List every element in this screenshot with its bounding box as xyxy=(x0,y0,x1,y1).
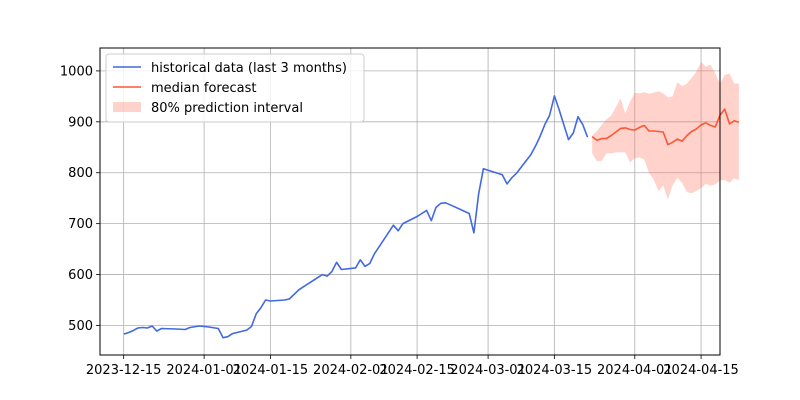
legend-box xyxy=(105,53,365,123)
y-tick-label: 900 xyxy=(68,115,93,130)
legend-swatch-interval xyxy=(113,102,141,112)
x-tick-label: 2024-03-15 xyxy=(517,363,593,378)
legend-label-historical: historical data (last 3 months) xyxy=(151,61,347,76)
legend: historical data (last 3 months) median f… xyxy=(105,53,365,123)
x-tick-label: 2023-12-15 xyxy=(86,363,162,378)
x-tick-label: 2024-01-15 xyxy=(233,363,309,378)
series-lines xyxy=(123,95,740,339)
historical-data-line xyxy=(123,95,589,339)
legend-label-median: median forecast xyxy=(151,81,256,96)
x-tick-label: 2024-01-01 xyxy=(166,363,242,378)
prediction-interval-area xyxy=(592,61,739,200)
y-tick-label: 1000 xyxy=(60,64,93,79)
y-tick-label: 800 xyxy=(68,166,93,181)
y-tick-label: 700 xyxy=(68,217,93,232)
median-forecast-line xyxy=(591,108,740,146)
y-tick-label: 600 xyxy=(68,268,93,283)
x-tick-label: 2024-04-01 xyxy=(597,363,673,378)
x-tick-label: 2024-03-01 xyxy=(450,363,526,378)
y-tick-label: 500 xyxy=(68,319,93,334)
y-axis-ticks: 500 600 700 800 900 1000 xyxy=(60,64,100,334)
x-tick-label: 2024-04-15 xyxy=(663,363,739,378)
plot-frame xyxy=(99,47,721,356)
x-tick-label: 2024-02-15 xyxy=(379,363,455,378)
prediction-interval-band xyxy=(592,61,739,200)
legend-label-interval: 80% prediction interval xyxy=(151,101,303,116)
x-tick-label: 2024-02-01 xyxy=(313,363,389,378)
